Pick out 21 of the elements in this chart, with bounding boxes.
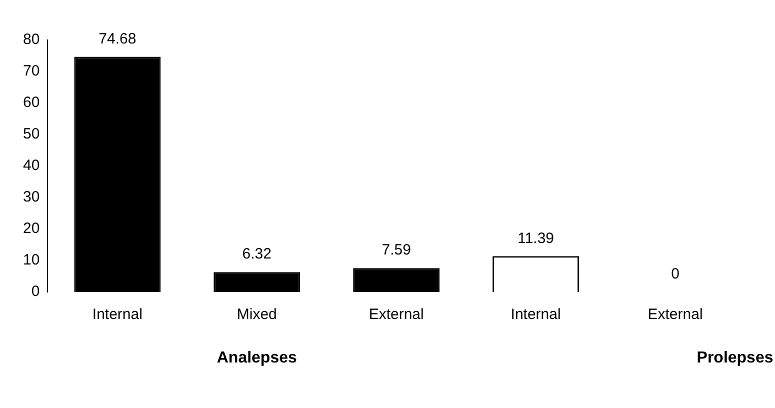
y-tick-label: 10 — [22, 252, 40, 269]
data-label: 11.39 — [518, 230, 554, 247]
y-tick-label: 60 — [22, 94, 40, 112]
y-tick-label: 0 — [31, 283, 40, 300]
y-tick-label: 20 — [22, 220, 40, 238]
text: Analepses — [216, 349, 297, 366]
y-tick-label: 50 — [22, 126, 40, 143]
x-tick-label: Internal — [510, 306, 561, 324]
y-tick-label: 30 — [22, 188, 40, 206]
x-tick-label: Mixed — [236, 306, 277, 324]
data-label: 0 — [671, 266, 680, 283]
text: Prolepses — [696, 349, 774, 366]
y-tick-label: 80 — [22, 31, 40, 48]
y-tick-label: 40 — [22, 157, 40, 174]
data-label: 6.32 — [242, 246, 272, 263]
data-label: 74.68 — [98, 30, 136, 48]
x-tick-label: Internal — [92, 306, 142, 324]
x-tick-label: External — [368, 306, 424, 324]
y-tick-label: 70 — [22, 62, 40, 80]
data-label: 7.59 — [382, 242, 411, 259]
x-tick-label: External — [648, 306, 703, 324]
